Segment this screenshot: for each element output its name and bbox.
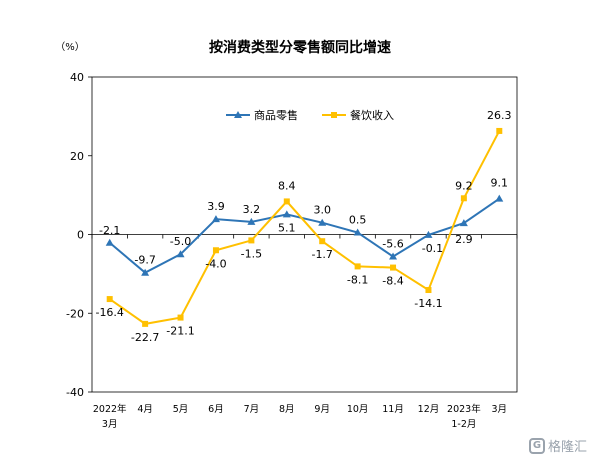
y-tick-label: 40 bbox=[70, 71, 84, 84]
x-tick-label: 4月 bbox=[137, 404, 153, 415]
data-label: 0.5 bbox=[349, 214, 367, 227]
legend-label: 商品零售 bbox=[254, 108, 298, 122]
data-label: -4.0 bbox=[205, 257, 226, 270]
data-label: 3.9 bbox=[207, 200, 225, 213]
x-tick-label: 2022年 bbox=[93, 403, 127, 415]
series-line-1 bbox=[109, 197, 500, 274]
data-label: 26.3 bbox=[487, 109, 512, 122]
data-point bbox=[176, 250, 185, 258]
data-label: -1.5 bbox=[241, 247, 262, 260]
data-point bbox=[141, 268, 150, 276]
data-label: -9.7 bbox=[134, 254, 155, 267]
data-point bbox=[319, 238, 326, 245]
x-tick-label: 12月 bbox=[418, 404, 440, 415]
data-point bbox=[460, 195, 467, 202]
x-tick-label: 8月 bbox=[279, 404, 295, 415]
data-label: -5.0 bbox=[170, 235, 191, 248]
data-label: 9.1 bbox=[491, 177, 509, 190]
x-tick-label: 10月 bbox=[347, 404, 369, 415]
legend-label: 餐饮收入 bbox=[350, 108, 394, 122]
data-point bbox=[496, 127, 503, 134]
x-tick-label: 3月 bbox=[102, 419, 118, 430]
x-tick-label: 1-2月 bbox=[451, 419, 476, 430]
series-layer bbox=[105, 127, 504, 327]
data-point bbox=[105, 238, 114, 246]
y-tick-label: -40 bbox=[66, 386, 84, 399]
y-tick-label: 0 bbox=[77, 229, 84, 242]
x-tick-label: 3月 bbox=[492, 404, 508, 415]
x-tick-label: 7月 bbox=[244, 404, 260, 415]
data-point bbox=[389, 252, 398, 260]
data-label: -21.1 bbox=[166, 325, 194, 338]
data-label: -16.4 bbox=[95, 306, 123, 319]
data-point bbox=[354, 263, 361, 270]
y-axis-unit: （%） bbox=[55, 41, 85, 53]
gelonghui-logo-icon: G bbox=[528, 437, 545, 454]
data-point bbox=[495, 194, 504, 202]
data-label: -8.4 bbox=[382, 275, 403, 288]
data-point bbox=[211, 215, 220, 223]
data-point bbox=[282, 210, 291, 218]
data-point bbox=[283, 198, 290, 205]
chart-title: 按消费类型分零售额同比增速 bbox=[209, 39, 391, 56]
data-point bbox=[177, 314, 184, 321]
data-label: -2.1 bbox=[99, 224, 120, 237]
data-label: -5.6 bbox=[382, 238, 403, 251]
x-tick-label: 11月 bbox=[382, 404, 404, 415]
data-label: 8.4 bbox=[278, 179, 296, 192]
x-tick-label: 9月 bbox=[314, 404, 330, 415]
data-point bbox=[247, 217, 256, 225]
y-tick-label: 20 bbox=[70, 150, 84, 163]
watermark: G 格隆汇 bbox=[528, 436, 587, 455]
data-label: -1.7 bbox=[311, 248, 332, 261]
data-point bbox=[353, 228, 362, 236]
data-labels: -2.1 -9.7 -5.0 3.9 3.2 5.1 3.0 0.5 -5.6 -0.1 2.9 9.… bbox=[95, 109, 511, 344]
data-label: 3.2 bbox=[243, 203, 261, 216]
data-point bbox=[142, 320, 149, 327]
data-point bbox=[425, 287, 432, 294]
legend: 商品零售 餐饮收入 bbox=[226, 108, 394, 122]
data-point bbox=[106, 296, 113, 303]
data-point bbox=[318, 218, 327, 226]
data-label: -14.1 bbox=[414, 297, 442, 310]
data-label: 9.2 bbox=[455, 179, 473, 192]
data-point bbox=[248, 237, 255, 244]
data-label: -8.1 bbox=[347, 273, 368, 286]
axes: -40 -20 0 20 40 2022年 3月 4月 5月 6月 7月 8月 9月 10月 11月 12月 2… bbox=[66, 71, 518, 430]
x-tick-label: 5月 bbox=[173, 404, 189, 415]
x-tick-label: 6月 bbox=[208, 404, 224, 415]
x-tick-label: 2023年 bbox=[447, 403, 481, 415]
data-point bbox=[424, 230, 433, 238]
data-label: 3.0 bbox=[313, 204, 331, 217]
data-label: -22.7 bbox=[131, 331, 159, 344]
legend-marker bbox=[331, 112, 337, 118]
legend-marker bbox=[234, 111, 242, 118]
data-point bbox=[212, 247, 219, 254]
data-point bbox=[390, 264, 397, 271]
data-label: 5.1 bbox=[278, 221, 296, 234]
data-label: -0.1 bbox=[422, 242, 443, 255]
watermark-text: 格隆汇 bbox=[547, 440, 587, 455]
data-point bbox=[459, 219, 468, 227]
series-line-2 bbox=[109, 130, 501, 325]
y-tick-label: -20 bbox=[66, 307, 84, 320]
data-label: 2.9 bbox=[455, 233, 473, 246]
